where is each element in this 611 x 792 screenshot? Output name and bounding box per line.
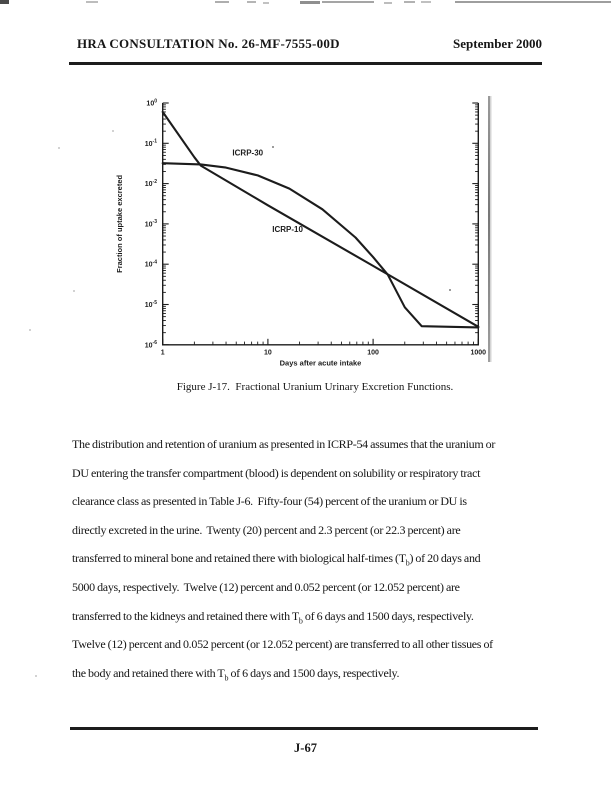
scan-artifact-band <box>488 96 490 362</box>
y-tick-label: 10-4 <box>145 260 157 269</box>
series-label-icrp-10: ICRP-10 <box>272 225 303 234</box>
body-line: clearance class as presented in Table J-… <box>72 494 467 509</box>
excretion-chart: 100 10-1 10-2 10-3 10-4 10-5 10-6 1 10 100 1000 Day… <box>115 98 487 367</box>
body-line: transferred to mineral bone and retained… <box>72 551 481 568</box>
y-tick-label: 10-3 <box>145 219 157 228</box>
x-axis-title: Days after acute intake <box>280 358 362 367</box>
body-line: transferred to the kidneys and retained … <box>72 608 474 625</box>
y-axis-title: Fraction of uptake excreted <box>115 175 124 273</box>
body-line: 5000 days, respectively. Twelve (12) per… <box>72 579 460 594</box>
scan-artifact <box>421 1 431 3</box>
body-line: directly excreted in the urine. Twenty (… <box>72 522 461 537</box>
scan-artifact <box>35 675 37 677</box>
body-line: DU entering the transfer compartment (bl… <box>72 465 481 480</box>
series-line-icrp-10 <box>161 110 480 328</box>
scan-artifact <box>404 1 415 3</box>
scan-artifact <box>58 147 60 149</box>
report-date: September 2000 <box>453 36 542 51</box>
scan-artifact <box>29 329 31 331</box>
scan-artifact <box>86 1 98 3</box>
body-line: the body and retained there with Tb of 6… <box>72 665 400 683</box>
scan-artifact <box>300 1 320 4</box>
scan-artifact <box>263 2 269 4</box>
scan-artifact <box>455 1 611 3</box>
body-line: Twelve (12) percent and 0.052 percent (o… <box>72 637 493 652</box>
y-tick-label: 100 <box>146 98 157 107</box>
chart-speck <box>272 146 274 148</box>
chart-speck <box>449 289 451 291</box>
scan-artifact <box>247 1 256 3</box>
body-line: The distribution and retention of uraniu… <box>72 437 496 451</box>
scan-artifact <box>73 290 75 292</box>
y-tick-label: 10-5 <box>145 300 157 309</box>
series-line-icrp-30 <box>161 162 480 329</box>
y-tick-label: 10-1 <box>145 139 157 148</box>
series-label-icrp-30: ICRP-30 <box>232 148 263 157</box>
x-tick-label: 1 <box>161 349 165 356</box>
y-tick-label: 10-6 <box>145 340 157 349</box>
scan-artifact <box>215 1 229 3</box>
report-number: HRA CONSULTATION No. 26-MF-7555-00D <box>77 36 340 51</box>
scan-artifact <box>322 1 374 3</box>
figure-caption: Figure J-17. Fractional Uranium Urinary … <box>176 381 454 393</box>
scan-artifact <box>0 0 9 4</box>
body-paragraph: The distribution and retention of uraniu… <box>72 430 562 687</box>
footer-rule <box>70 727 538 730</box>
y-tick-label: 10-2 <box>145 179 157 188</box>
page-number: J-67 <box>294 741 317 755</box>
axis-frame <box>162 103 479 346</box>
scan-artifact <box>112 130 114 132</box>
header-rule <box>69 62 542 65</box>
x-tick-label: 1000 <box>471 349 487 356</box>
x-tick-label: 10 <box>264 349 272 356</box>
scan-artifact <box>384 2 392 4</box>
x-tick-label: 100 <box>367 349 379 356</box>
